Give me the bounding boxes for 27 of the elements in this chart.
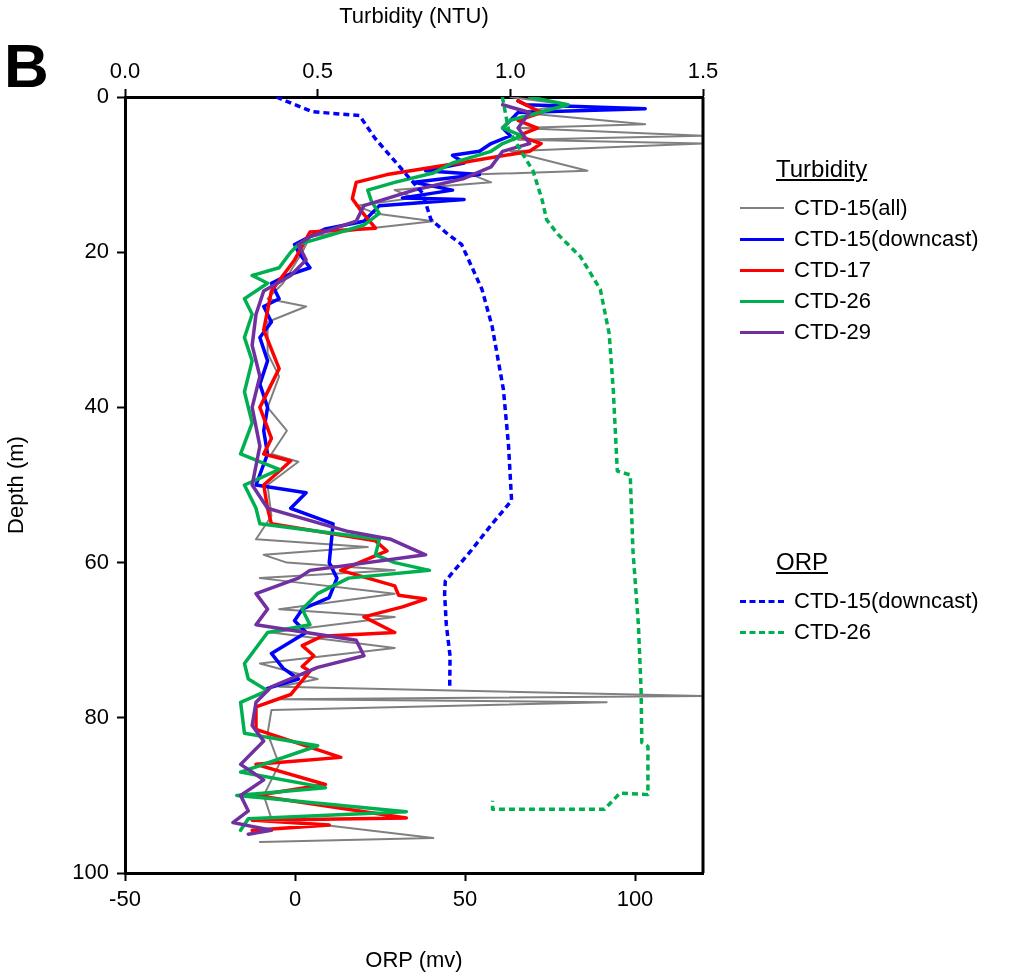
legend-label: CTD-15(all) [794,195,908,221]
x2-tick-label: 0.0 [109,57,141,83]
legend-label: CTD-29 [794,319,872,345]
y-tick-label: 0 [96,83,109,109]
y-tick-label: 40 [84,393,109,419]
legend-label: CTD-26 [794,288,872,314]
x2-tick-label: 1.5 [687,57,719,83]
y-tick-label: 20 [84,238,109,264]
text: ORP [776,548,829,576]
text: B [4,30,49,101]
legend-label: CTD-15(downcast) [794,226,979,252]
x-tick-label: 0 [288,886,302,912]
x-tick-label: 50 [452,886,478,912]
x-axis-title: ORP (mv) [365,946,463,972]
y-tick-label: 80 [84,703,109,729]
x-tick-label: 100 [616,886,654,912]
x2-axis-title: Turbidity (NTU) [339,3,489,29]
y-tick-label: 100 [72,859,109,885]
legend-label: CTD-17 [794,257,872,283]
legend-label: CTD-26 [794,619,872,645]
legend-label: CTD-15(downcast) [794,588,979,614]
x-tick-label: -50 [109,886,141,912]
y-axis-title: Depth (m) [3,436,29,534]
legend-title: Turbidity [776,155,868,183]
y-tick-label: 60 [84,548,109,574]
x2-tick-label: 0.5 [302,57,333,83]
x2-tick-label: 1.0 [495,57,526,83]
